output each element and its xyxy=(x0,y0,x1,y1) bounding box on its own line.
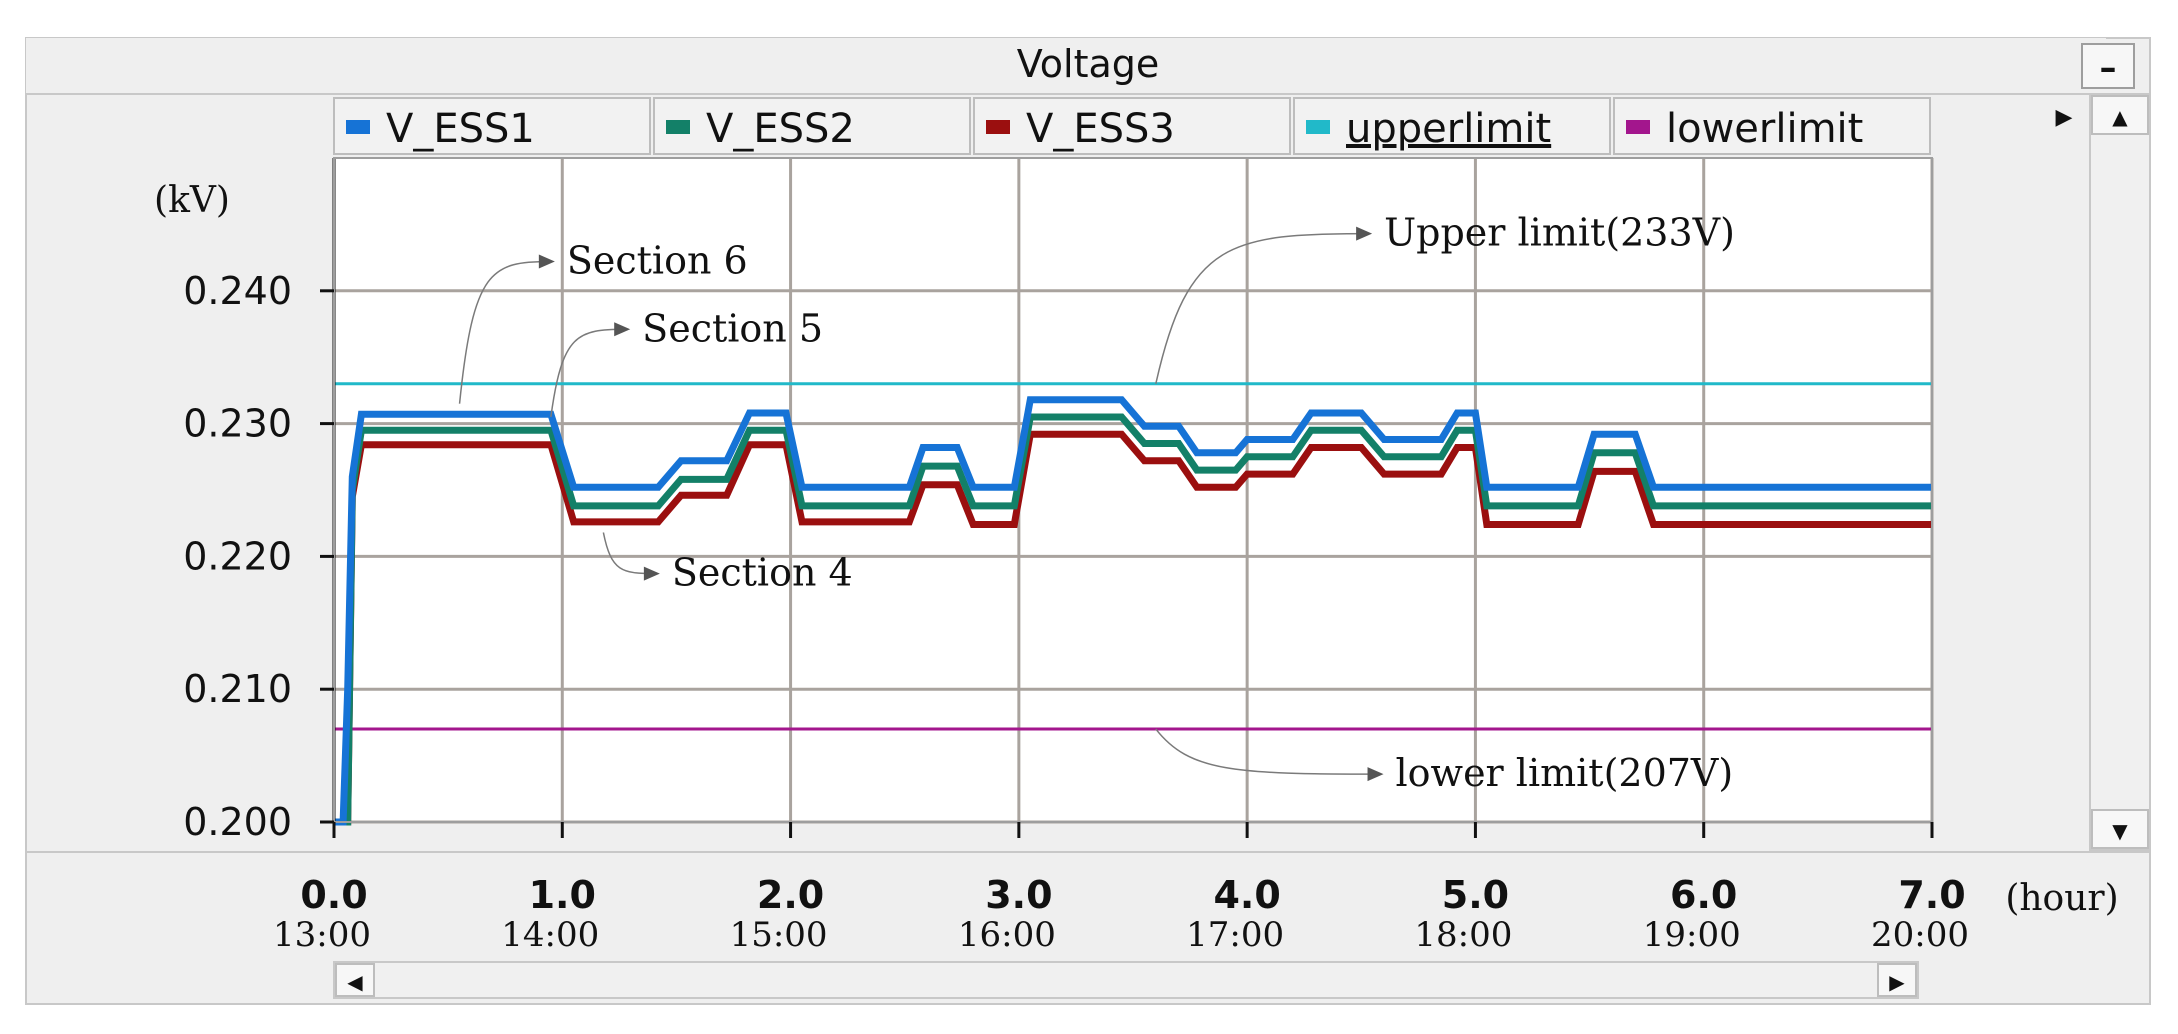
annotation-leader-1 xyxy=(550,328,627,418)
x-tick-label-1: 1.0 xyxy=(529,873,596,917)
annotation-arrow-0 xyxy=(538,254,555,269)
annotation-section-5: Section 5 xyxy=(550,306,823,418)
title-bar xyxy=(26,38,2106,94)
annotation-lower-limit-207v: lower limit(207V) xyxy=(1155,728,1734,795)
x-tick-time-4: 17:00 xyxy=(1186,915,1284,955)
y-tick-label-4: 0.240 xyxy=(183,269,292,313)
annotation-arrow-2 xyxy=(643,566,660,581)
scroll-right-icon: ▶ xyxy=(1889,970,1905,994)
annotation-arrow-3 xyxy=(1356,226,1373,241)
x-tick-label-6: 6.0 xyxy=(1670,873,1737,917)
legend-swatch-v-ess3 xyxy=(986,120,1010,134)
annotation-label-2: Section 4 xyxy=(672,551,853,595)
x-tick-label-4: 4.0 xyxy=(1213,873,1280,917)
legend-swatch-v-ess2 xyxy=(666,120,690,134)
y-tick-label-2: 0.220 xyxy=(183,534,292,578)
legend-swatch-lowerlimit xyxy=(1626,120,1650,134)
annotations: Section 6 Section 5 Section 4 Upper limit(2… xyxy=(458,211,1735,795)
annotation-label-4: lower limit(207V) xyxy=(1396,751,1734,795)
annotation-section-6: Section 6 xyxy=(458,239,748,404)
x-tick-label-7: 7.0 xyxy=(1898,873,1965,917)
annotation-leader-0 xyxy=(458,260,551,404)
annotation-arrow-4 xyxy=(1367,767,1384,782)
x-axis-ticks: 0.013:00 1.014:00 2.015:00 3.016:00 4.017:00… xyxy=(273,822,1969,955)
annotation-label-3: Upper limit(233V) xyxy=(1384,211,1735,255)
legend-item-upperlimit[interactable]: upperlimit xyxy=(1293,97,1611,155)
scroll-left-icon: ◀ xyxy=(347,970,363,994)
legend-label-v-ess2: V_ESS2 xyxy=(706,106,855,152)
x-tick-time-5: 18:00 xyxy=(1414,915,1512,955)
scroll-down-icon: ▼ xyxy=(2112,819,2128,843)
y-axis-ticks: 0.200 0.210 0.220 0.230 0.240 xyxy=(183,269,334,844)
series-line-v-ess3 xyxy=(334,430,1932,826)
annotation-section-4: Section 4 xyxy=(602,532,853,595)
x-axis-unit: (hour) xyxy=(2005,878,2118,919)
legend: V_ESS1 V_ESS2 V_ESS3 upperlimit lowerlimit xyxy=(333,97,1931,155)
legend-swatch-upperlimit xyxy=(1306,120,1330,134)
y-tick-label-1: 0.210 xyxy=(183,667,292,711)
annotation-upper-limit-233v: Upper limit(233V) xyxy=(1155,211,1735,384)
y-axis-unit: (kV) xyxy=(154,180,230,221)
minimize-icon: – xyxy=(2100,48,2117,88)
legend-item-v-ess2[interactable]: V_ESS2 xyxy=(653,97,971,155)
series-line-v-ess1 xyxy=(334,396,1932,826)
x-tick-time-1: 14:00 xyxy=(501,915,599,955)
legend-more-icon[interactable]: ▶ xyxy=(2056,105,2073,130)
x-tick-time-0: 13:00 xyxy=(273,915,371,955)
x-tick-time-7: 20:00 xyxy=(1871,915,1969,955)
legend-swatch-v-ess1 xyxy=(346,120,370,134)
series-lines xyxy=(334,396,1932,826)
x-tick-label-5: 5.0 xyxy=(1442,873,1509,917)
minimize-button[interactable]: – xyxy=(2081,43,2135,89)
scroll-up-button[interactable] xyxy=(2091,95,2149,135)
x-tick-time-2: 15:00 xyxy=(730,915,828,955)
horizontal-scrollbar[interactable]: ◀ ▶ xyxy=(333,961,1919,999)
legend-item-v-ess3[interactable]: V_ESS3 xyxy=(973,97,1291,155)
scroll-left-button[interactable] xyxy=(335,963,375,997)
legend-item-lowerlimit[interactable]: lowerlimit xyxy=(1613,97,1931,155)
legend-label-lowerlimit: lowerlimit xyxy=(1666,106,1863,152)
scroll-up-icon: ▲ xyxy=(2112,105,2128,129)
legend-label-v-ess3: V_ESS3 xyxy=(1026,106,1175,152)
y-tick-label-3: 0.230 xyxy=(183,402,292,446)
annotation-label-0: Section 6 xyxy=(567,239,748,283)
scroll-down-button[interactable] xyxy=(2091,809,2149,849)
annotation-leader-4 xyxy=(1155,728,1380,775)
legend-label-v-ess1: V_ESS1 xyxy=(386,106,535,152)
y-tick-label-0: 0.200 xyxy=(183,800,292,844)
annotation-arrow-1 xyxy=(614,322,631,337)
x-tick-time-3: 16:00 xyxy=(958,915,1056,955)
x-tick-label-0: 0.0 xyxy=(300,873,367,917)
x-tick-label-3: 3.0 xyxy=(985,873,1052,917)
vertical-scrollbar[interactable]: ▲ ▼ xyxy=(2089,93,2151,851)
scroll-right-button[interactable] xyxy=(1877,963,1917,997)
annotation-label-1: Section 5 xyxy=(642,306,823,350)
limit-lines xyxy=(334,382,1932,731)
x-tick-label-2: 2.0 xyxy=(757,873,824,917)
legend-item-v-ess1[interactable]: V_ESS1 xyxy=(333,97,651,155)
legend-label-upperlimit: upperlimit xyxy=(1346,106,1551,152)
annotation-leader-3 xyxy=(1155,232,1369,384)
x-tick-time-6: 19:00 xyxy=(1643,915,1741,955)
window-title: Voltage xyxy=(1017,42,1160,86)
